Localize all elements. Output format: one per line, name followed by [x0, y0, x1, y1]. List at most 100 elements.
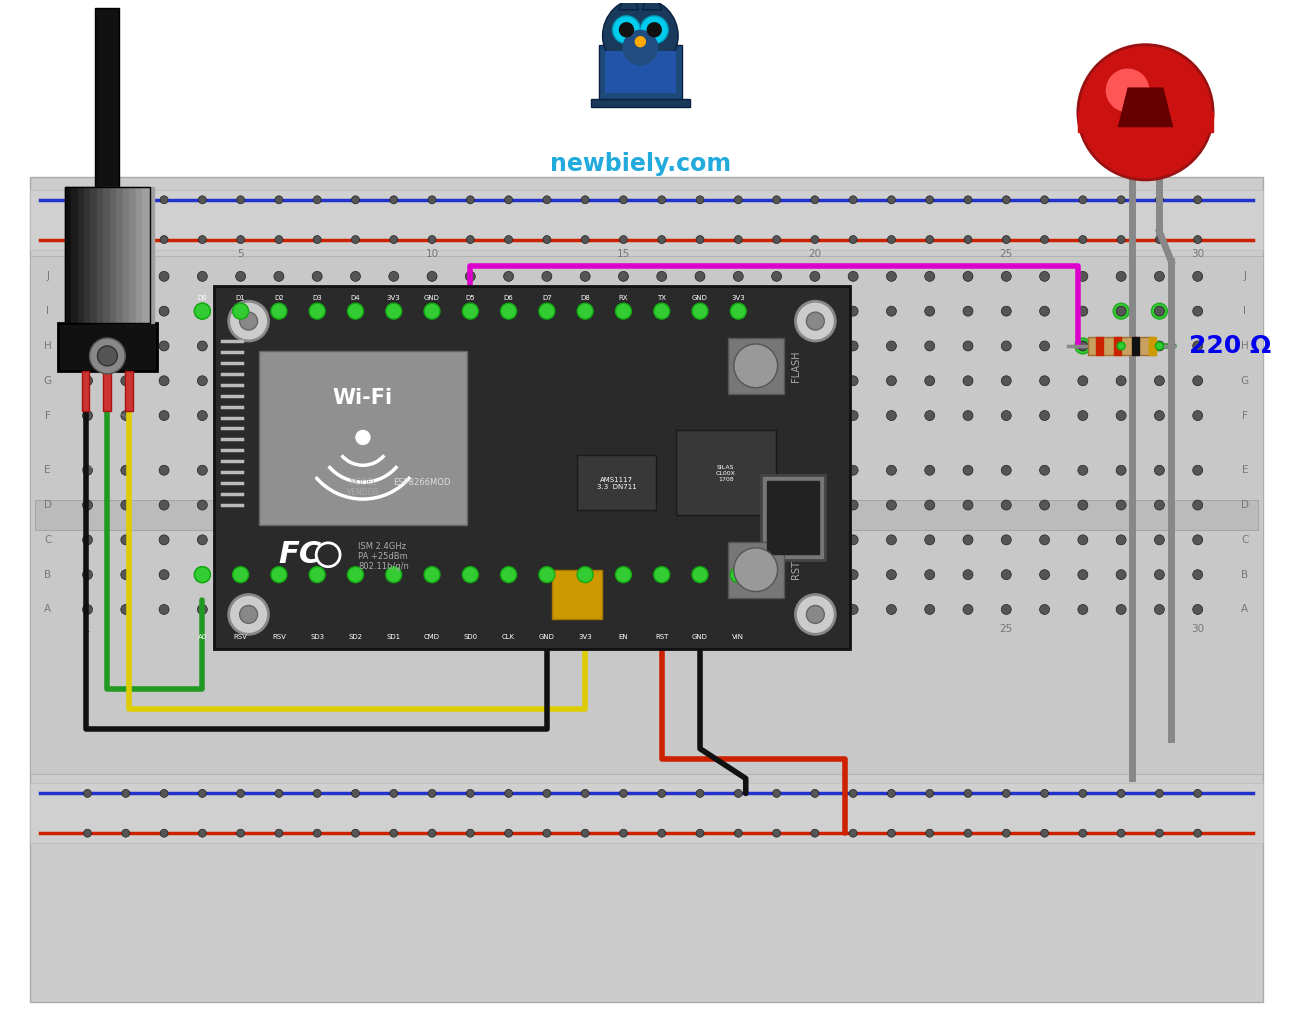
Circle shape: [236, 271, 246, 282]
Circle shape: [657, 570, 666, 580]
Circle shape: [465, 341, 476, 351]
Circle shape: [121, 271, 130, 282]
Circle shape: [1155, 466, 1164, 475]
Circle shape: [543, 195, 550, 204]
Circle shape: [424, 566, 440, 583]
Circle shape: [504, 271, 513, 282]
Circle shape: [924, 376, 935, 386]
Circle shape: [1002, 306, 1012, 317]
Circle shape: [121, 466, 130, 475]
Circle shape: [160, 830, 168, 837]
Circle shape: [197, 570, 208, 580]
Bar: [1114, 337, 1120, 355]
Circle shape: [657, 604, 666, 615]
Circle shape: [1155, 410, 1164, 420]
Circle shape: [275, 271, 284, 282]
Circle shape: [848, 604, 858, 615]
Circle shape: [82, 466, 93, 475]
Circle shape: [809, 410, 820, 420]
Circle shape: [348, 566, 363, 583]
Text: 30: 30: [1191, 250, 1204, 259]
Circle shape: [809, 500, 820, 510]
Circle shape: [275, 376, 284, 386]
Circle shape: [887, 830, 896, 837]
Circle shape: [271, 566, 287, 583]
Circle shape: [1118, 195, 1125, 204]
Circle shape: [1116, 570, 1127, 580]
Circle shape: [619, 306, 629, 317]
Circle shape: [352, 790, 360, 798]
Circle shape: [312, 376, 322, 386]
Text: 3V3: 3V3: [387, 295, 401, 301]
Circle shape: [731, 303, 746, 319]
Circle shape: [539, 303, 554, 319]
Circle shape: [1192, 341, 1203, 351]
Circle shape: [467, 830, 474, 837]
Circle shape: [1192, 376, 1203, 386]
Text: newbiely.com: newbiely.com: [67, 408, 133, 492]
Circle shape: [121, 235, 130, 244]
Circle shape: [275, 341, 284, 351]
Circle shape: [1116, 306, 1127, 317]
Circle shape: [541, 535, 552, 545]
Circle shape: [1078, 500, 1088, 510]
Bar: [30, 177, 1263, 1002]
Circle shape: [271, 566, 287, 583]
Circle shape: [504, 535, 513, 545]
Circle shape: [236, 341, 246, 351]
Circle shape: [695, 570, 705, 580]
Circle shape: [768, 566, 785, 583]
Circle shape: [924, 570, 935, 580]
Circle shape: [887, 410, 896, 420]
Circle shape: [312, 271, 322, 282]
Circle shape: [620, 235, 628, 244]
Bar: [761, 475, 825, 559]
Circle shape: [809, 570, 820, 580]
Circle shape: [309, 566, 325, 583]
Bar: [576, 455, 656, 510]
Circle shape: [963, 341, 973, 351]
Text: FC: FC: [278, 541, 322, 570]
Circle shape: [926, 790, 933, 798]
Circle shape: [926, 235, 933, 244]
Bar: [728, 338, 784, 394]
Circle shape: [733, 410, 744, 420]
Circle shape: [465, 410, 476, 420]
Circle shape: [733, 570, 744, 580]
Circle shape: [275, 535, 284, 545]
Circle shape: [121, 376, 130, 386]
Bar: [30, 190, 1263, 250]
Circle shape: [963, 535, 973, 545]
Text: 15: 15: [617, 624, 630, 634]
Polygon shape: [1118, 87, 1173, 127]
Circle shape: [924, 500, 935, 510]
Circle shape: [121, 195, 130, 204]
Circle shape: [1002, 410, 1012, 420]
Circle shape: [619, 500, 629, 510]
Circle shape: [811, 195, 819, 204]
Circle shape: [657, 570, 666, 580]
Circle shape: [195, 303, 210, 319]
Circle shape: [1003, 195, 1011, 204]
Circle shape: [849, 830, 857, 837]
Circle shape: [695, 570, 705, 580]
Circle shape: [424, 566, 440, 583]
Circle shape: [807, 605, 824, 623]
Text: B: B: [1241, 570, 1249, 580]
Circle shape: [541, 570, 552, 580]
Circle shape: [1040, 195, 1048, 204]
Bar: [77, 187, 82, 323]
Bar: [148, 187, 155, 323]
Circle shape: [1040, 271, 1049, 282]
Circle shape: [580, 306, 590, 317]
Circle shape: [623, 30, 659, 66]
Circle shape: [581, 790, 589, 798]
Circle shape: [657, 235, 665, 244]
Circle shape: [619, 306, 629, 317]
Circle shape: [543, 235, 550, 244]
Circle shape: [811, 830, 819, 837]
Circle shape: [351, 410, 361, 420]
Circle shape: [82, 604, 93, 615]
Circle shape: [924, 466, 935, 475]
Text: D2: D2: [275, 295, 284, 301]
